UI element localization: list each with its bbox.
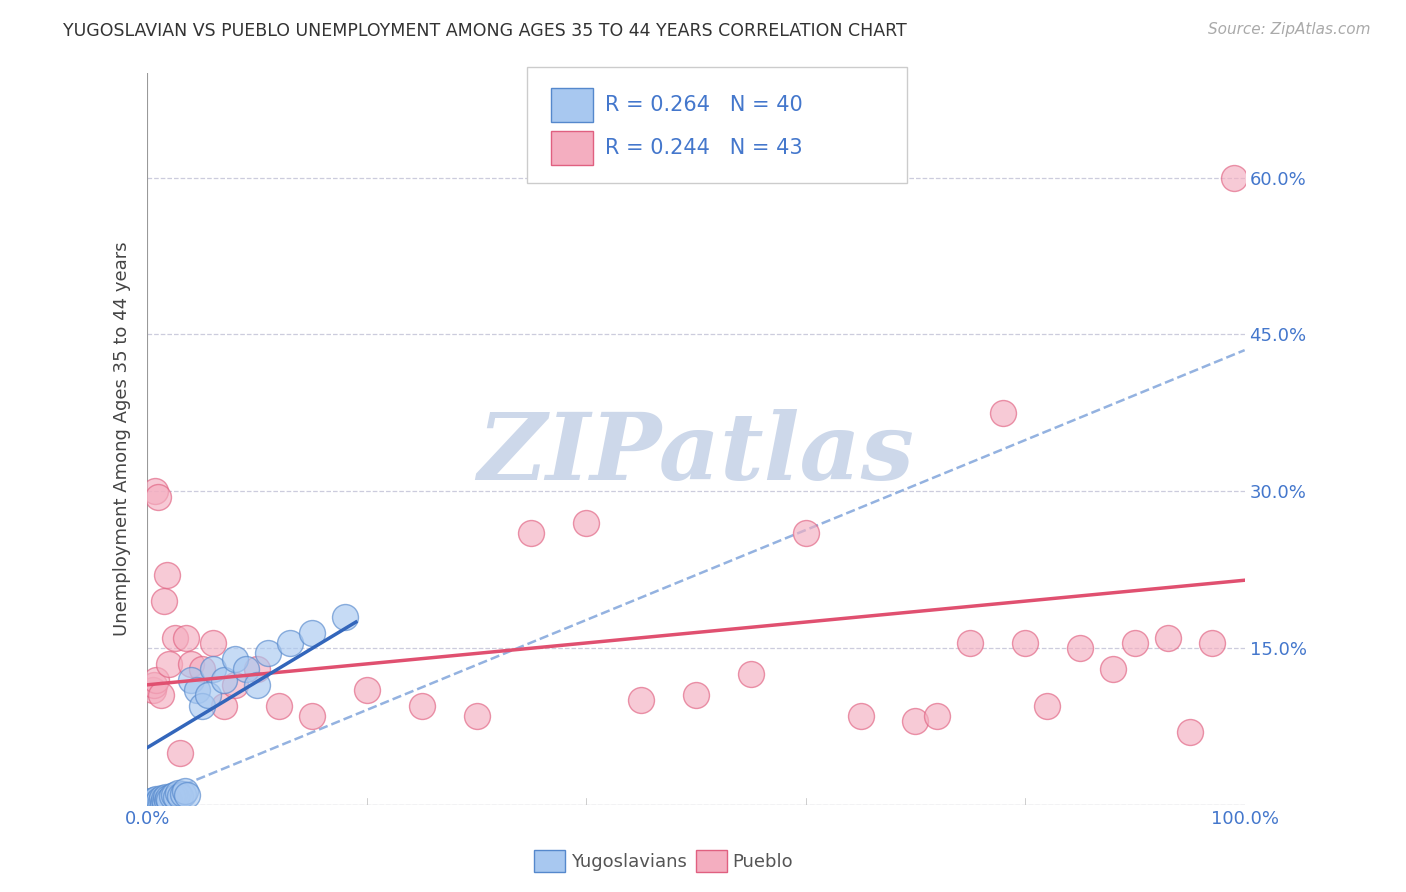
Point xyxy=(157,657,180,671)
Point xyxy=(1157,631,1180,645)
Point xyxy=(142,683,165,698)
Point xyxy=(465,709,488,723)
Point xyxy=(150,790,173,805)
Point xyxy=(301,709,323,723)
Point xyxy=(333,610,356,624)
Point xyxy=(1123,636,1146,650)
Point xyxy=(186,683,208,698)
Y-axis label: Unemployment Among Ages 35 to 44 years: Unemployment Among Ages 35 to 44 years xyxy=(114,242,131,636)
Point xyxy=(1102,662,1125,676)
Point xyxy=(169,789,191,803)
Point xyxy=(157,793,180,807)
Point xyxy=(685,688,707,702)
Point xyxy=(148,795,170,809)
Point xyxy=(145,792,167,806)
Point xyxy=(1201,636,1223,650)
Text: R = 0.244   N = 43: R = 0.244 N = 43 xyxy=(605,138,803,158)
Text: ZIPatlas: ZIPatlas xyxy=(478,409,914,499)
Point xyxy=(143,484,166,499)
Point xyxy=(153,792,176,806)
Text: Yugoslavians: Yugoslavians xyxy=(571,853,686,871)
Point xyxy=(1014,636,1036,650)
Point xyxy=(139,794,162,808)
Point xyxy=(904,714,927,729)
Point xyxy=(575,516,598,530)
Point xyxy=(191,698,214,713)
Point xyxy=(172,787,194,801)
Point xyxy=(927,709,949,723)
Point xyxy=(212,698,235,713)
Point xyxy=(174,631,197,645)
Point xyxy=(202,662,225,676)
Point xyxy=(180,673,202,687)
Point xyxy=(180,657,202,671)
Text: YUGOSLAVIAN VS PUEBLO UNEMPLOYMENT AMONG AGES 35 TO 44 YEARS CORRELATION CHART: YUGOSLAVIAN VS PUEBLO UNEMPLOYMENT AMONG… xyxy=(63,22,907,40)
Point xyxy=(149,688,172,702)
Point xyxy=(169,746,191,760)
Point xyxy=(246,662,269,676)
Point xyxy=(356,683,378,698)
Point xyxy=(167,785,190,799)
Point xyxy=(224,651,246,665)
Point xyxy=(301,625,323,640)
Point xyxy=(740,667,762,681)
Point xyxy=(143,793,166,807)
Point xyxy=(157,790,180,805)
Point xyxy=(155,789,177,804)
Point xyxy=(246,678,269,692)
Point xyxy=(959,636,981,650)
Point xyxy=(145,673,167,687)
Point xyxy=(278,636,301,650)
Point xyxy=(148,793,170,807)
Point xyxy=(138,796,160,810)
Point xyxy=(152,796,174,810)
Point xyxy=(141,797,163,811)
Point xyxy=(411,698,433,713)
Point xyxy=(142,795,165,809)
Point xyxy=(143,796,166,810)
Point xyxy=(153,594,176,608)
Point xyxy=(163,788,186,802)
Point xyxy=(153,795,176,809)
Point xyxy=(173,784,195,798)
Point xyxy=(630,693,652,707)
Point xyxy=(148,490,170,504)
Point xyxy=(146,797,169,811)
Point xyxy=(202,636,225,650)
Point xyxy=(1036,698,1059,713)
Point xyxy=(1069,641,1091,656)
Point xyxy=(794,526,817,541)
Point xyxy=(149,794,172,808)
Point xyxy=(235,662,257,676)
Point xyxy=(197,688,219,702)
Point xyxy=(176,788,198,802)
Point xyxy=(1222,170,1244,185)
Point xyxy=(156,794,179,808)
Point xyxy=(156,568,179,582)
Point xyxy=(993,406,1015,420)
Point xyxy=(849,709,872,723)
Text: Source: ZipAtlas.com: Source: ZipAtlas.com xyxy=(1208,22,1371,37)
Text: Pueblo: Pueblo xyxy=(733,853,793,871)
Point xyxy=(212,673,235,687)
Point xyxy=(163,631,186,645)
Point xyxy=(1178,724,1201,739)
Point xyxy=(191,662,214,676)
Point xyxy=(224,678,246,692)
Text: R = 0.264   N = 40: R = 0.264 N = 40 xyxy=(605,95,803,115)
Point xyxy=(520,526,543,541)
Point xyxy=(267,698,290,713)
Point xyxy=(165,789,187,804)
Point xyxy=(257,647,280,661)
Point xyxy=(160,789,183,803)
Point xyxy=(143,678,166,692)
